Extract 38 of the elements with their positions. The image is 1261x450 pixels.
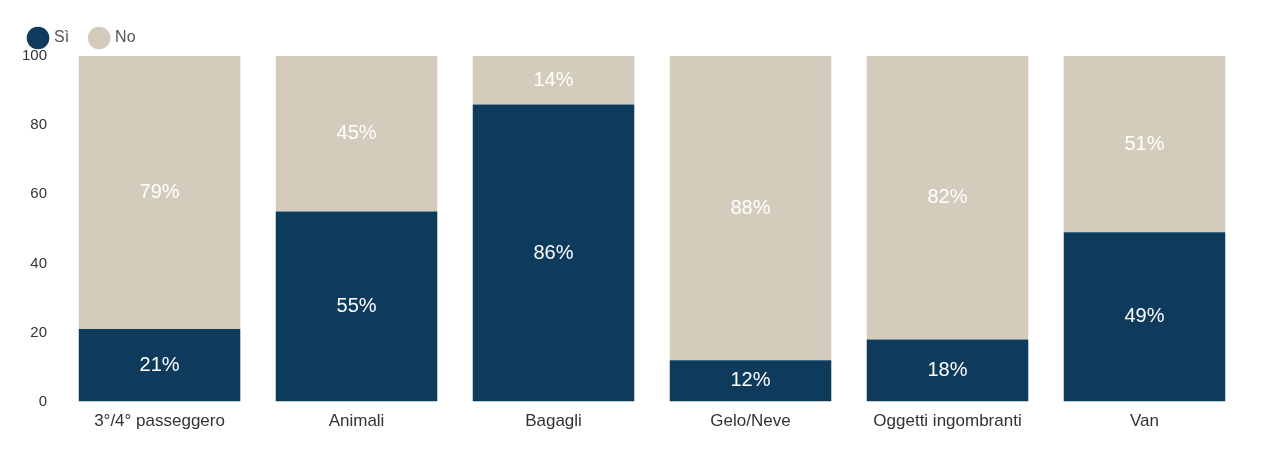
bar <box>78 56 241 330</box>
data-label: 51% <box>1124 131 1165 154</box>
bar <box>669 360 832 402</box>
bar <box>866 56 1029 340</box>
y-tick-label: 40 <box>30 253 48 271</box>
x-tick-label: Van <box>1130 411 1159 431</box>
bar <box>78 329 241 402</box>
bar <box>472 56 635 105</box>
bar <box>275 56 438 212</box>
bar <box>1063 56 1226 233</box>
data-label: 14% <box>533 67 574 90</box>
data-label: 45% <box>336 121 377 144</box>
x-tick-label: Gelo/Neve <box>710 411 791 431</box>
bar <box>669 56 832 361</box>
y-tick-label: 20 <box>30 322 48 340</box>
x-tick-label: Animali <box>328 411 385 431</box>
x-tick-label: Bagagli <box>525 411 582 431</box>
y-tick-label: 60 <box>30 184 48 202</box>
data-label: 88% <box>730 195 771 218</box>
legend-label: No <box>115 28 136 46</box>
data-label: 82% <box>927 185 968 208</box>
bar <box>275 211 438 402</box>
data-label: 12% <box>730 368 771 391</box>
data-label: 55% <box>336 294 377 317</box>
bar <box>866 339 1029 402</box>
x-tick-label: 3°/4° passeggero <box>94 411 225 431</box>
data-label: 86% <box>533 240 574 263</box>
y-tick-label: 0 <box>38 391 48 409</box>
bar <box>472 104 635 402</box>
legend-label: Sì <box>54 28 70 46</box>
y-tick-label: 80 <box>30 115 48 133</box>
x-tick-label: Oggetti ingombranti <box>873 411 1022 431</box>
data-label: 79% <box>139 180 180 203</box>
data-label: 21% <box>139 352 180 375</box>
bar <box>1063 232 1226 402</box>
y-tick-label: 100 <box>22 46 48 64</box>
data-label: 49% <box>1124 304 1165 327</box>
data-label: 18% <box>927 358 968 381</box>
